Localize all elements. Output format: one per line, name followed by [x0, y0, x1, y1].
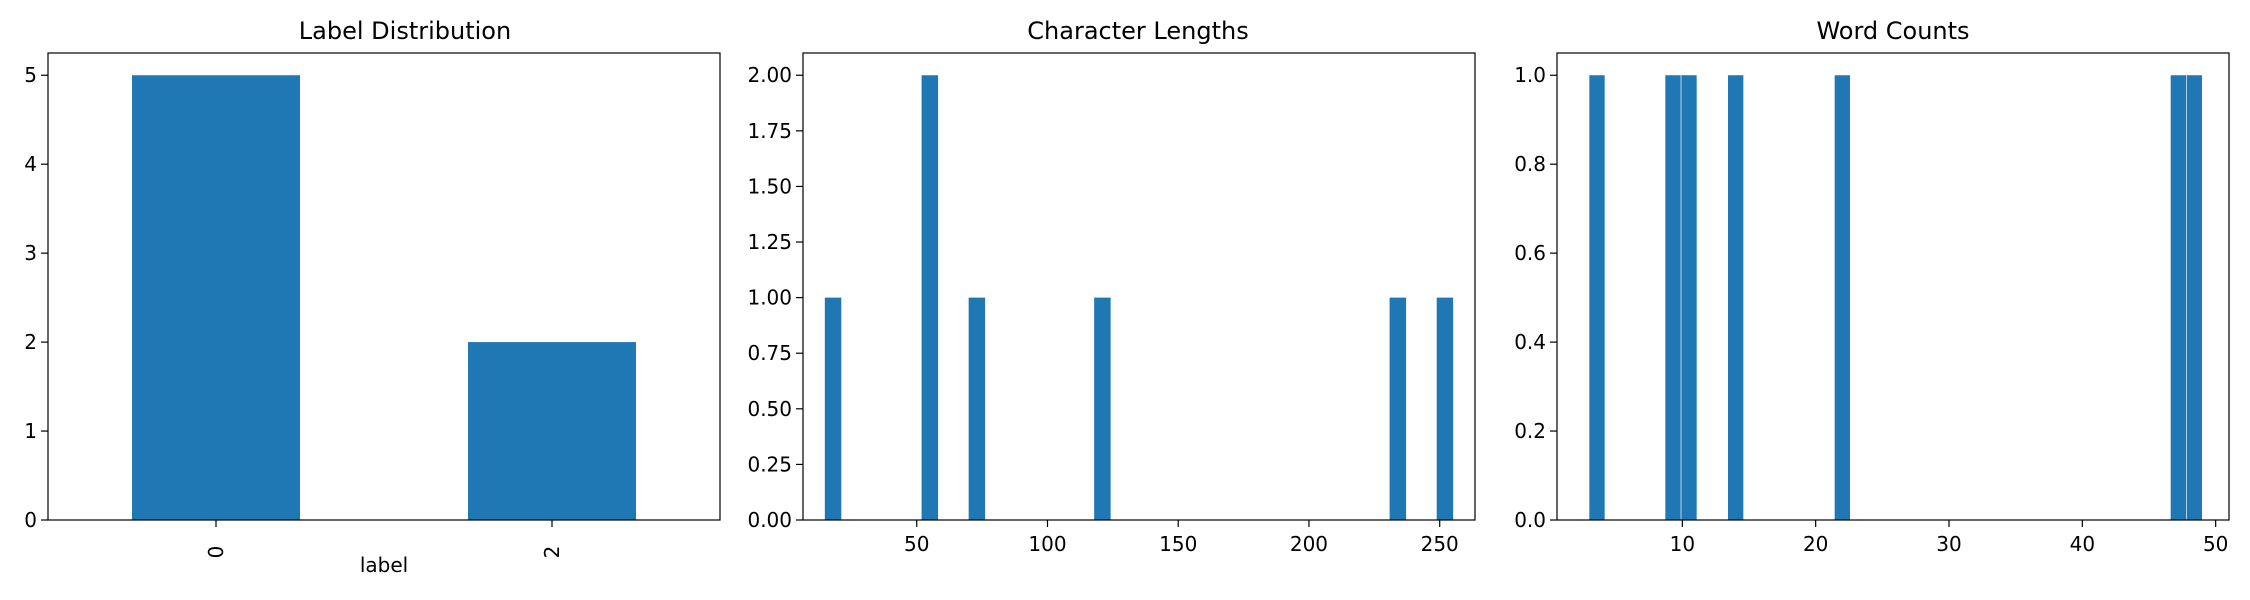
x-tick-label: 2	[540, 546, 564, 559]
x-axis-label: label	[360, 553, 408, 577]
y-axis-ticks: 0.0 0.2 0.4 0.6 0.8 1.0	[1514, 63, 1557, 532]
x-tick-label: 150	[1159, 532, 1197, 556]
x-tick-label: 100	[1028, 532, 1066, 556]
bar	[921, 75, 939, 520]
y-tick-label: 1.25	[747, 230, 792, 254]
bar	[1094, 297, 1111, 520]
y-tick-label: 0.0	[1514, 508, 1546, 532]
x-tick-label: 30	[1936, 532, 1961, 556]
y-tick-label: 2.00	[747, 63, 792, 87]
x-tick-label: 50	[2203, 532, 2228, 556]
y-tick-label: 4	[24, 152, 37, 176]
bar	[1681, 75, 1697, 520]
y-tick-label: 0.6	[1514, 241, 1546, 265]
x-tick-label: 20	[1803, 532, 1828, 556]
x-tick-label: 10	[1670, 532, 1695, 556]
y-tick-label: 0.2	[1514, 419, 1546, 443]
x-axis-ticks: 10 20 30 40 50	[1670, 520, 2228, 556]
chart-title: Word Counts	[1816, 17, 1969, 45]
y-axis-ticks: 0.00 0.25 0.50 0.75 1.00 1.25 1.50 1.75 2.00	[747, 63, 803, 532]
plot-frame	[1556, 52, 2230, 521]
x-tick-label: 200	[1290, 532, 1328, 556]
y-tick-label: 0.4	[1514, 330, 1546, 354]
y-tick-label: 2	[24, 330, 37, 354]
x-tick-label: 40	[2070, 532, 2095, 556]
y-tick-label: 1.0	[1514, 63, 1546, 87]
panel-word-counts: Word Counts 10 20 30 40 50 0.0 0.2 0.4 0.6 0.8 1.…	[1514, 17, 2230, 556]
chart-title: Label Distribution	[299, 17, 511, 45]
bar-2	[468, 342, 636, 520]
y-tick-label: 1.50	[747, 174, 792, 198]
y-tick-label: 0.8	[1514, 152, 1546, 176]
y-tick-label: 3	[24, 241, 37, 265]
y-tick-label: 0	[24, 508, 37, 532]
plot-frame	[47, 52, 721, 521]
y-tick-label: 1.75	[747, 119, 792, 143]
x-tick-label: 0	[204, 546, 228, 559]
y-axis-ticks: 0 1 2 3 4 5	[24, 63, 48, 532]
bar	[2170, 75, 2186, 520]
bars	[1589, 75, 2202, 520]
bar	[1728, 75, 1744, 520]
y-tick-label: 1.00	[747, 286, 792, 310]
y-tick-label: 1	[24, 419, 37, 443]
chart-title: Character Lengths	[1027, 17, 1248, 45]
y-tick-label: 0.50	[747, 397, 792, 421]
bar-0	[132, 75, 300, 520]
bar	[1834, 75, 1850, 520]
y-tick-label: 0.25	[747, 452, 792, 476]
bar	[968, 297, 986, 520]
bar	[1589, 75, 1605, 520]
bar	[824, 297, 842, 520]
x-tick-label: 50	[904, 532, 929, 556]
x-axis-ticks: 50 100 150 200 250	[904, 520, 1459, 556]
bar	[1389, 297, 1407, 520]
y-tick-label: 5	[24, 63, 37, 87]
y-tick-label: 0.75	[747, 341, 792, 365]
bars	[132, 75, 636, 520]
bar	[1665, 75, 1681, 520]
panel-character-lengths: Character Lengths 50 100 150 200 250 0.00 0.2…	[747, 17, 1476, 556]
bar	[1436, 297, 1454, 520]
bars	[824, 75, 1454, 520]
x-tick-label: 250	[1421, 532, 1459, 556]
bar	[2186, 75, 2202, 520]
y-tick-label: 0.00	[747, 508, 792, 532]
plot-frame	[802, 52, 1476, 521]
